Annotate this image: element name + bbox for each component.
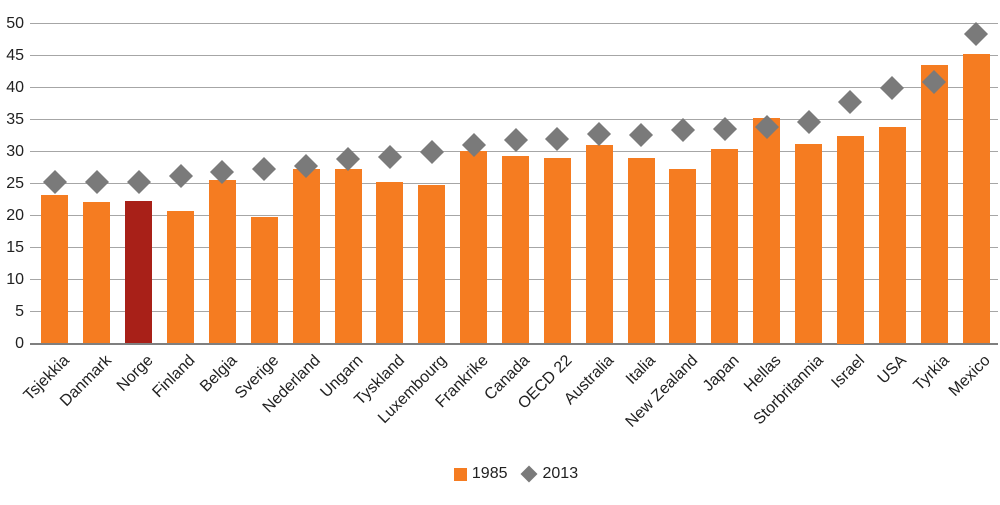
x-axis-label: Finland [149, 352, 199, 402]
marker-oecd-22 [545, 127, 570, 152]
bar-oecd-22 [543, 157, 571, 344]
bar-sverige [250, 217, 278, 344]
bar-new-zealand [669, 169, 697, 344]
bar-israel [836, 135, 864, 344]
marker-canada [503, 127, 528, 152]
marker-luxembourg [419, 140, 444, 165]
x-axis-line [30, 343, 998, 345]
marker-australia [587, 122, 612, 147]
bar-japan [711, 148, 739, 344]
marker-mexico [964, 22, 989, 47]
bar-italia [627, 157, 655, 344]
bar-tsjekkia [41, 195, 69, 344]
x-axis-label: Japan [700, 352, 743, 395]
legend: 1985 2013 [16, 465, 1000, 483]
bar-hellas [753, 117, 781, 344]
gridline-45 [30, 55, 998, 56]
bar-canada [502, 155, 529, 344]
marker-italia [629, 122, 654, 147]
bar-mexico [962, 54, 990, 344]
x-axis-label: Israel [828, 352, 869, 392]
bar-usa [878, 127, 906, 344]
bar-norge [125, 201, 153, 344]
marker-japan [712, 117, 737, 142]
y-axis-label: 45 [6, 46, 24, 64]
y-axis-label: 10 [6, 270, 24, 288]
y-axis-label: 50 [6, 14, 24, 32]
marker-storbritannia [796, 110, 821, 135]
bar-tyskland [376, 182, 404, 344]
y-axis-label: 40 [6, 78, 24, 96]
marker-tsjekkia [42, 169, 67, 194]
marker-sverige [252, 157, 277, 182]
marker-tyskland [377, 145, 402, 170]
marker-finland [168, 163, 193, 188]
gridline-40 [30, 87, 998, 88]
bar-tyrkia [920, 65, 948, 344]
gridline-30 [30, 151, 998, 152]
marker-danmark [84, 169, 109, 194]
bar-danmark [83, 202, 111, 344]
marker-israel [838, 90, 863, 115]
marker-usa [880, 75, 905, 100]
x-axis-label: USA [875, 352, 911, 388]
bar-australia [585, 145, 613, 344]
bar-storbritannia [795, 144, 823, 344]
bar-frankrike [460, 150, 488, 344]
bar-nederland [292, 169, 320, 344]
x-axis-label: Mexico [946, 352, 995, 400]
bar-luxembourg [418, 184, 446, 344]
bar-belgia [208, 179, 236, 344]
marker-norge [126, 169, 151, 194]
y-axis-label: 35 [6, 110, 24, 128]
y-axis-label: 0 [15, 334, 24, 352]
legend-1985-square-icon [453, 467, 467, 481]
marker-new-zealand [670, 118, 695, 143]
bar-ungarn [334, 168, 362, 344]
legend-1985-label: 1985 [471, 465, 508, 482]
gridline-35 [30, 119, 998, 120]
y-axis-label: 30 [6, 142, 24, 160]
y-axis-label: 15 [6, 238, 24, 256]
y-axis-label: 25 [6, 174, 24, 192]
gridline-50 [30, 23, 998, 24]
legend-2013-label: 2013 [542, 465, 579, 482]
y-axis-label: 20 [6, 206, 24, 224]
bar-finland [167, 211, 195, 344]
y-axis-label: 5 [15, 302, 24, 320]
x-axis-label: Italia [623, 352, 660, 388]
legend-2013-diamond-icon [520, 465, 537, 483]
